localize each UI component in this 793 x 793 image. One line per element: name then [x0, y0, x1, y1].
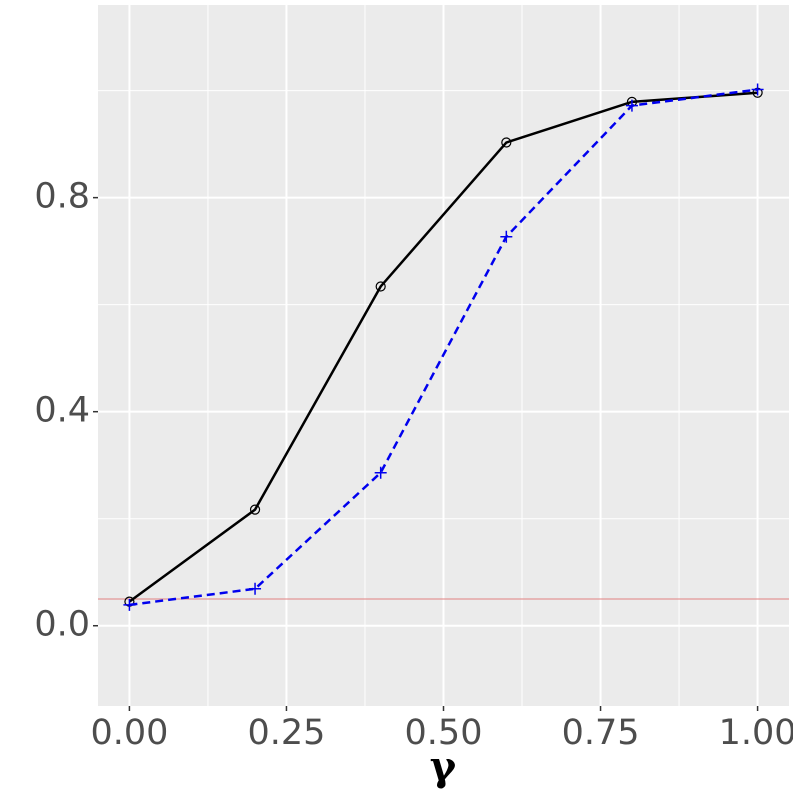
point — [374, 466, 387, 479]
point — [625, 99, 638, 112]
y-tick-label: 0.8 — [34, 177, 90, 217]
point — [500, 230, 513, 243]
point — [501, 137, 512, 148]
point — [123, 598, 136, 611]
series-line — [129, 88, 758, 607]
point — [249, 504, 261, 515]
x-tick-label: 1.00 — [719, 713, 793, 753]
x-tick-label: 0.00 — [90, 713, 168, 753]
point — [375, 281, 386, 292]
x-tick-label: 0.25 — [247, 713, 325, 753]
point — [249, 582, 262, 595]
x-tick-label: 0.75 — [562, 713, 640, 753]
x-axis-label: γ — [430, 743, 457, 790]
y-tick-label: 0.4 — [34, 391, 90, 431]
point — [751, 83, 764, 96]
y-tick-label: 0.0 — [34, 605, 90, 645]
series-line — [128, 91, 758, 603]
x-tick-label: 0.50 — [405, 713, 483, 753]
